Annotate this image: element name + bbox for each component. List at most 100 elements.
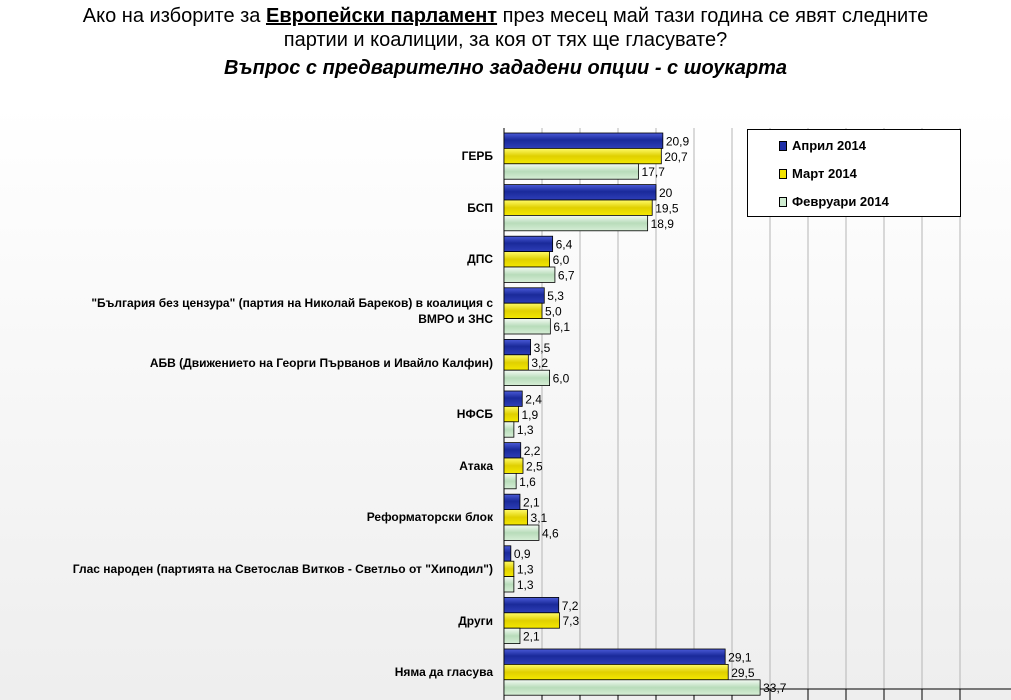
category-label-line: АБВ (Движението на Георги Първанов и Ива…	[149, 355, 493, 370]
value-label-february: 6,0	[553, 372, 570, 386]
value-label-february: 17,7	[642, 165, 666, 179]
legend-swatch-april	[779, 141, 787, 151]
bar-february	[503, 524, 540, 541]
value-label-february: 4,6	[542, 526, 559, 540]
bar-april	[503, 597, 560, 614]
value-label-march: 3,1	[531, 511, 548, 525]
value-label-february: 6,7	[558, 268, 575, 282]
value-label-march: 6,0	[553, 253, 570, 267]
bar-april	[503, 235, 554, 252]
category-label-line: ДПС	[467, 252, 493, 267]
chart-subtitle: Въпрос с предварително зададени опции - …	[224, 57, 787, 79]
category-label-line: "България без цензура" (партия на Никола…	[91, 295, 493, 310]
title-line-2: партии и коалиции, за коя от тях ще глас…	[283, 29, 728, 51]
bar-february	[503, 421, 515, 438]
value-label-february: 1,3	[517, 578, 534, 592]
bar-february	[503, 318, 551, 335]
value-label-april: 7,2	[562, 599, 579, 613]
category-label: НФСБ	[0, 406, 493, 422]
title-highlight: Европейски парламент	[265, 5, 498, 27]
category-label-line: ГЕРБ	[461, 149, 493, 164]
value-label-february: 33,7	[763, 681, 787, 695]
bar-february	[503, 679, 761, 696]
legend-label-february: Февруари 2014	[792, 194, 889, 209]
category-label-line: Реформаторски блок	[366, 510, 493, 525]
value-label-march: 7,3	[562, 614, 579, 628]
value-label-april: 5,3	[547, 289, 564, 303]
bar-february	[503, 576, 515, 593]
bar-february	[503, 627, 521, 645]
title-pre: Ако на изборите за	[82, 5, 266, 27]
legend-label-april: Април 2014	[792, 138, 866, 153]
value-label-march: 29,5	[731, 666, 755, 680]
category-label: Атака	[0, 458, 493, 474]
chart-title: Ако на изборите за Европейски парламент …	[0, 4, 1011, 52]
value-label-march: 19,5	[655, 201, 679, 215]
legend-item-april: Април 2014	[779, 138, 866, 154]
value-label-february: 6,1	[553, 320, 570, 334]
bar-april	[503, 390, 523, 407]
bar-march	[503, 612, 560, 629]
bar-april	[503, 184, 657, 201]
value-label-february: 1,3	[517, 423, 534, 437]
bar-march	[503, 664, 729, 681]
category-label: Други	[0, 613, 493, 629]
category-label-line: Атака	[459, 458, 493, 473]
bar-april	[503, 648, 726, 665]
value-label-april: 2,2	[524, 444, 541, 458]
value-label-february: 18,9	[651, 217, 675, 231]
legend-label-march: Март 2014	[792, 166, 857, 181]
category-label: БСП	[0, 200, 493, 216]
bar-april	[503, 442, 522, 459]
category-label-line: Глас народен (партията на Светослав Витк…	[72, 561, 493, 576]
bar-april	[503, 132, 664, 149]
bar-february	[503, 163, 639, 180]
legend-item-february: Февруари 2014	[779, 194, 889, 210]
bar-february	[503, 472, 517, 490]
bar-april	[503, 287, 545, 304]
category-label-line: БСП	[467, 200, 493, 215]
value-label-march: 3,2	[531, 356, 548, 370]
value-label-april: 0,9	[514, 547, 531, 561]
bar-april	[503, 338, 532, 356]
value-label-april: 2,4	[525, 392, 542, 406]
bars	[503, 132, 761, 696]
value-label-april: 2,1	[523, 496, 540, 510]
category-label: Глас народен (партията на Светослав Витк…	[0, 561, 493, 577]
bar-march	[503, 251, 550, 268]
category-label: Няма да гласува	[0, 664, 493, 680]
bar-february	[503, 369, 550, 387]
value-label-march: 5,0	[545, 305, 562, 319]
bar-april	[503, 493, 521, 511]
value-label-april: 6,4	[556, 238, 573, 252]
category-label: ГЕРБ	[0, 148, 493, 164]
value-label-march: 20,7	[664, 150, 688, 164]
bar-april	[503, 545, 512, 562]
bar-march	[503, 147, 662, 165]
category-label-line: НФСБ	[456, 407, 493, 422]
legend-swatch-february	[779, 197, 787, 207]
value-label-february: 1,6	[519, 475, 536, 489]
category-label: "България без цензура" (партия на Никола…	[0, 295, 493, 327]
value-label-march: 2,5	[526, 459, 543, 473]
category-label: Реформаторски блок	[0, 509, 493, 525]
value-label-february: 2,1	[523, 630, 540, 644]
bar-march	[503, 509, 528, 526]
category-label-line: Други	[458, 613, 493, 628]
category-label: ДПС	[0, 251, 493, 267]
value-label-march: 1,9	[521, 408, 538, 422]
value-label-april: 3,5	[534, 341, 551, 355]
category-label: АБВ (Движението на Георги Първанов и Ива…	[0, 355, 493, 371]
bar-march	[503, 405, 519, 423]
bar-march	[503, 457, 524, 474]
legend-swatch-march	[779, 169, 787, 179]
bar-february	[503, 266, 556, 283]
bar-march	[503, 354, 529, 371]
bar-february	[503, 214, 649, 232]
bar-march	[503, 560, 515, 578]
bar-march	[503, 199, 653, 216]
value-labels: 20,9 20 6,4 5,3 3,5 2,4 2,2 2,1 0,9 7,2 29,1 20,7 19…	[514, 134, 787, 695]
category-label-line: Няма да гласува	[394, 665, 493, 680]
legend-item-march: Март 2014	[779, 166, 857, 182]
